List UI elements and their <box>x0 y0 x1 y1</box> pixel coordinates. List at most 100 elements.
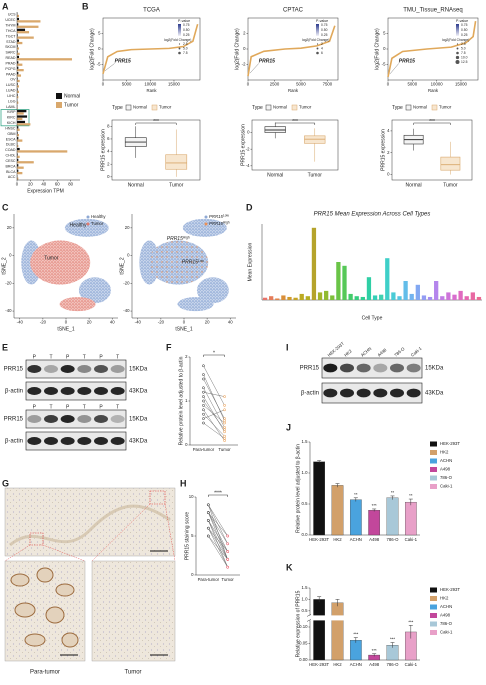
pair-line <box>208 504 228 560</box>
pair-line <box>203 387 225 428</box>
category-label: COAD <box>5 148 16 152</box>
legend-label: 0.25 <box>461 33 468 37</box>
y-axis-label: PRR15 expression <box>100 129 106 171</box>
lane-label: P <box>99 404 103 410</box>
legend-label: 0.75 <box>461 23 468 27</box>
error-bar <box>390 495 395 500</box>
blot-strip <box>25 381 127 401</box>
pair-line <box>203 374 225 421</box>
legend-title: log2(Fold Change) <box>164 38 191 42</box>
stained-gland <box>36 567 54 583</box>
legend-dot <box>316 51 319 55</box>
color-scale <box>178 24 181 36</box>
x-tick-label: HEK-293T <box>309 662 329 667</box>
legend-label: Caki-1 <box>440 484 453 489</box>
bar <box>17 101 19 104</box>
blot-strip <box>321 357 423 379</box>
bar <box>17 85 20 88</box>
x-tick-label: Tumor <box>169 182 184 188</box>
bar <box>17 161 34 164</box>
y-tick-label: 0.10 <box>299 624 308 629</box>
y-tick-label: 4 <box>107 149 110 154</box>
legend-swatch <box>430 441 437 447</box>
bar <box>17 112 24 115</box>
bar <box>385 258 390 300</box>
category-label: HNSC <box>5 126 16 130</box>
legend-title: log2(Fold Change) <box>302 38 329 42</box>
bar <box>415 284 420 300</box>
lane-label: HEK-293T <box>326 341 345 358</box>
x-tick-label: 0 <box>65 320 68 325</box>
significance: *** <box>408 619 413 624</box>
rank-curve <box>387 20 477 78</box>
y-axis-label: PRR15 staining score <box>184 512 190 561</box>
band <box>373 363 388 373</box>
protein-label: PRR15 <box>300 366 320 372</box>
x-tick-label: 20 <box>28 182 33 187</box>
rank-curve <box>102 23 199 75</box>
bar <box>324 290 329 300</box>
category-label: UCEC <box>5 18 16 22</box>
legend-dot <box>86 222 90 226</box>
legend-swatch <box>265 104 272 111</box>
label: PRR15Low <box>209 213 230 219</box>
x-tick-label: 7500 <box>323 82 333 87</box>
bar <box>17 36 34 39</box>
category-label: ACC <box>8 175 16 179</box>
legend-label: 0.50 <box>461 28 468 32</box>
inset-label: Tumor <box>124 670 141 676</box>
bar <box>452 294 457 300</box>
y-axis-label: log2(Fold Change) <box>374 28 380 70</box>
x-tick-label: Para-tumor <box>193 447 215 452</box>
y-tick-label: 0 <box>191 572 194 577</box>
legend-label: HK2 <box>440 596 449 601</box>
legend-label: A498 <box>440 467 451 472</box>
legend-label: 2.5 <box>461 42 466 46</box>
legend-dot <box>86 215 90 219</box>
y-tick-label: 2 <box>387 150 390 155</box>
legend-dot <box>316 43 319 45</box>
bar <box>17 106 18 110</box>
legend-swatch <box>431 104 438 111</box>
size-label: 15KDa <box>129 417 148 423</box>
legend-label: HEK-293T <box>440 441 460 446</box>
bar <box>17 55 20 59</box>
x-axis-label: Rank <box>288 88 299 93</box>
y-axis-label: Relative expression of PRR15 <box>295 590 301 657</box>
category-label: LAML <box>6 105 15 109</box>
bar <box>17 88 18 91</box>
bar <box>464 296 469 300</box>
axis <box>189 357 238 446</box>
y-tick-label: -40 <box>5 308 12 313</box>
level: High <box>183 235 190 239</box>
legend-label: 12.5 <box>461 60 468 64</box>
y-tick-label: 1.5 <box>302 585 309 590</box>
axis <box>309 588 420 661</box>
bar <box>17 155 20 158</box>
gene-label: PRR15 <box>115 59 131 65</box>
point <box>206 519 210 522</box>
legend-title: P-value <box>178 19 190 23</box>
category-label: CHOL <box>6 154 16 158</box>
blot-strip <box>321 382 423 404</box>
band <box>323 388 338 398</box>
bar <box>262 297 268 300</box>
bar <box>17 58 72 61</box>
legend-swatch <box>430 484 437 489</box>
bar <box>17 39 20 42</box>
legend-label: 2 <box>321 42 323 46</box>
bar <box>17 115 28 118</box>
legend-label: 0.25 <box>321 33 328 37</box>
legend-label: A498 <box>440 613 451 618</box>
x-tick-label: 5000 <box>122 82 132 87</box>
level: High <box>223 220 230 224</box>
pair-line <box>203 400 225 430</box>
x-tick-label: A498 <box>369 537 380 542</box>
bar <box>446 292 451 300</box>
category-label: LUAD <box>6 89 16 93</box>
legend-swatch <box>430 450 437 455</box>
bar <box>427 296 433 300</box>
legend-label: 0.75 <box>183 23 190 27</box>
x-tick-label: -40 <box>17 320 24 325</box>
y-tick-label: -20 <box>123 280 130 285</box>
